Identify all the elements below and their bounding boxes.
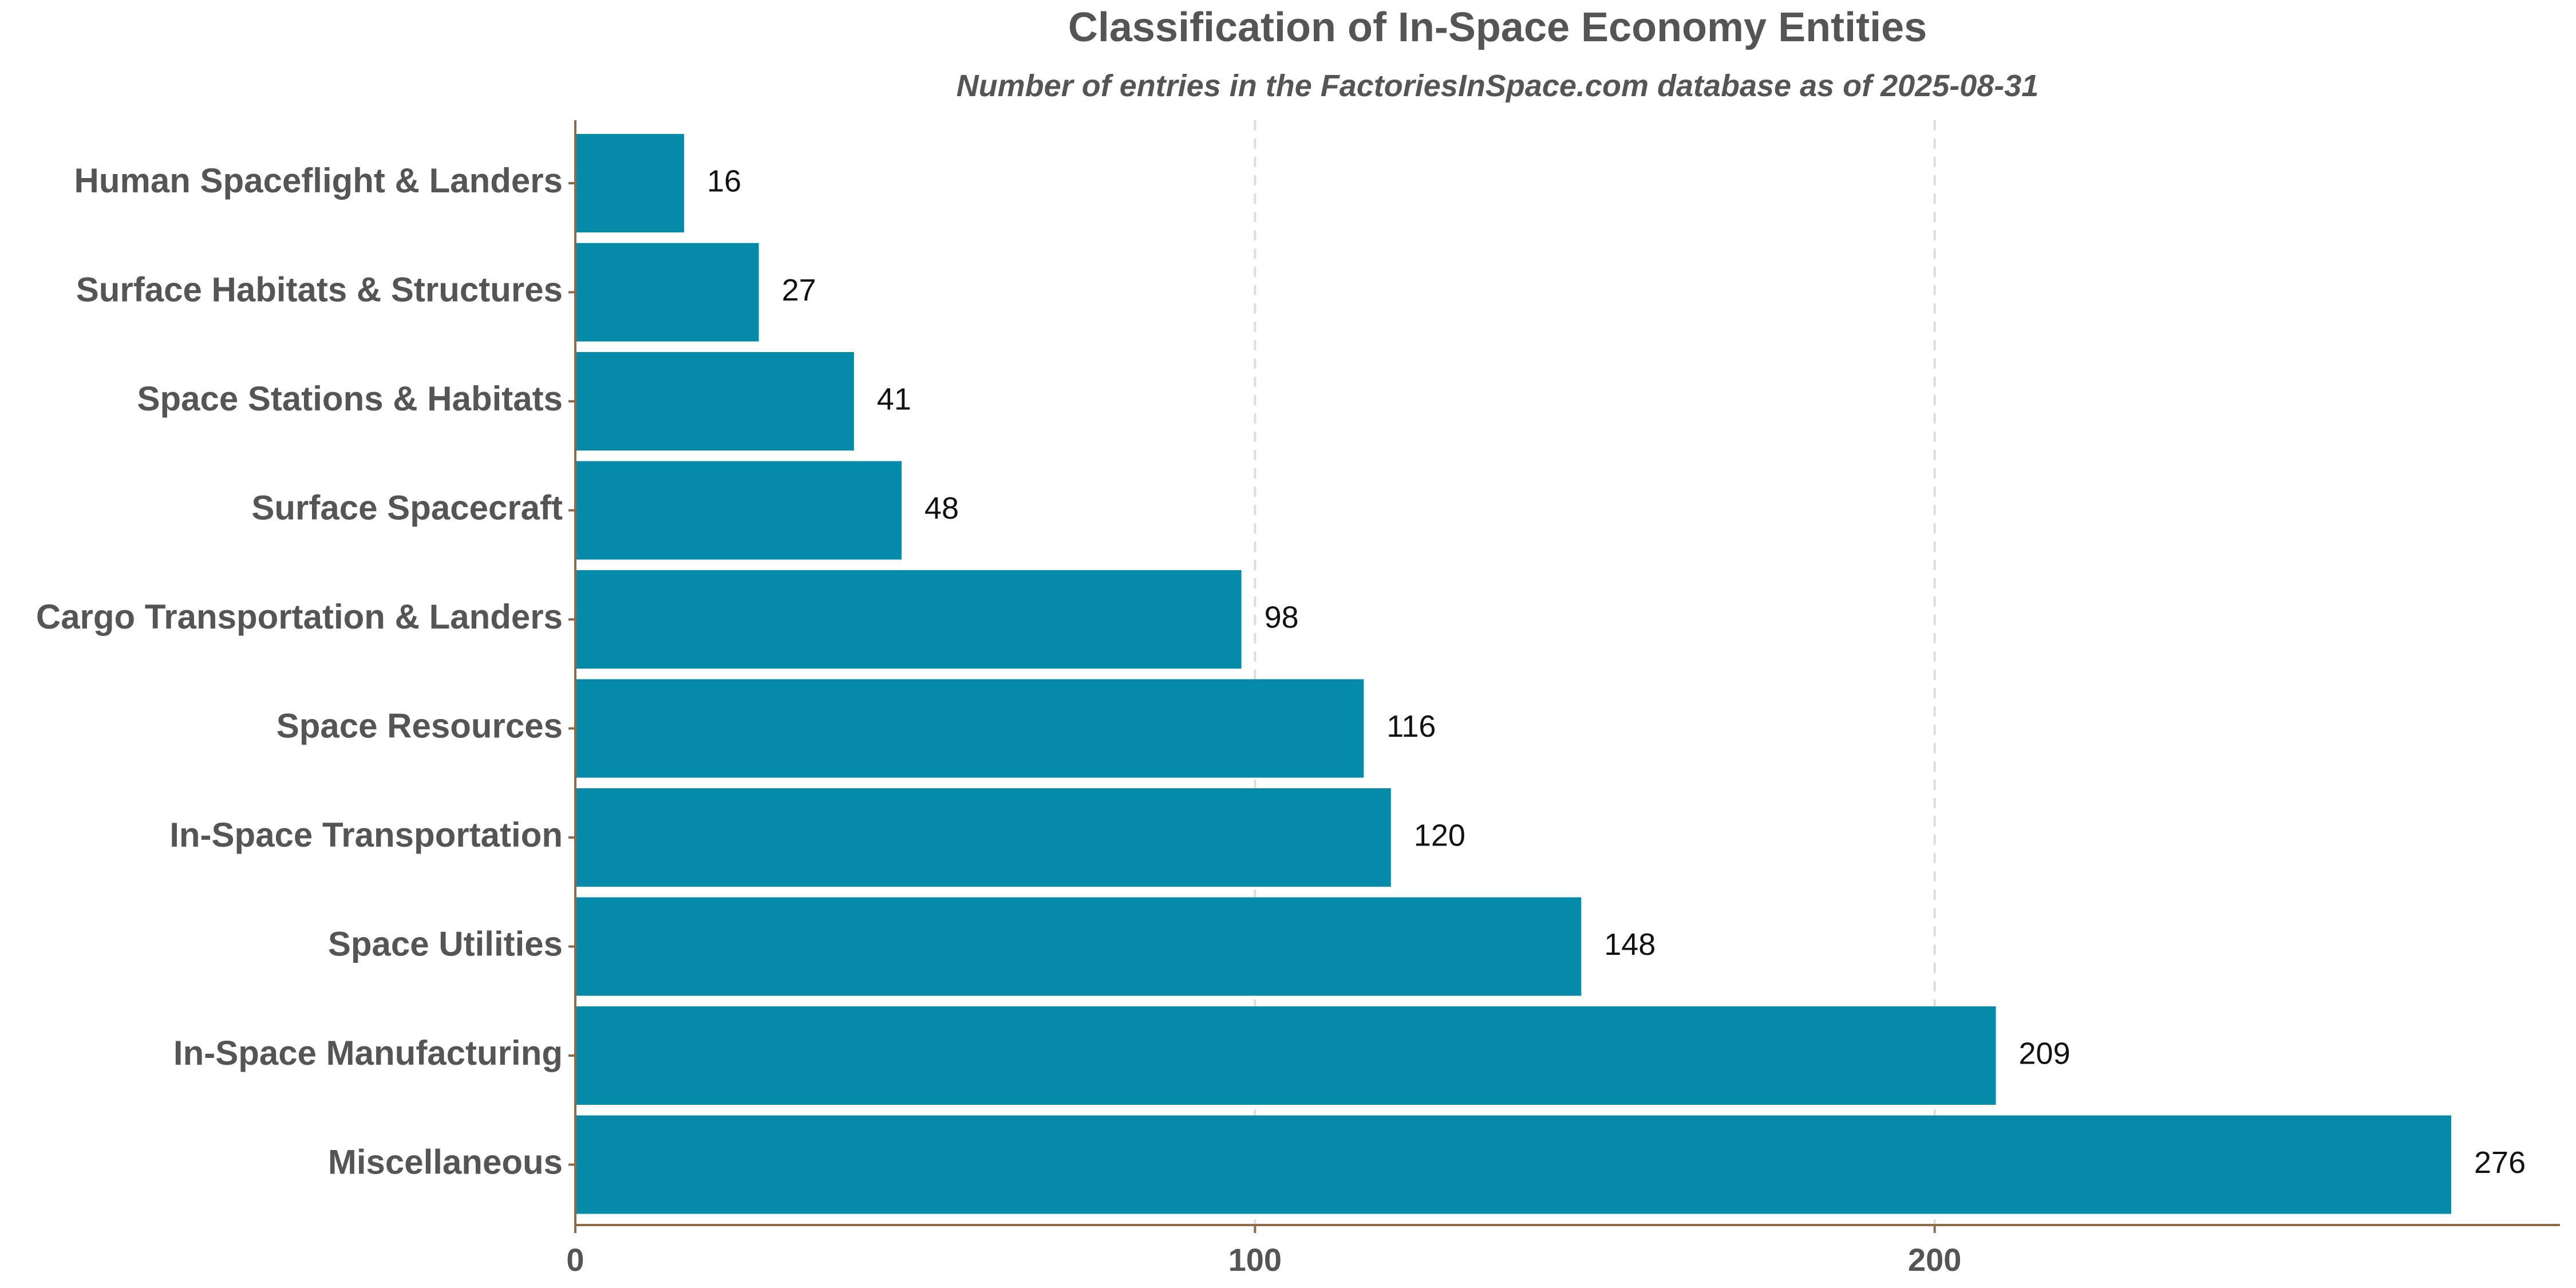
bar xyxy=(575,1006,1996,1105)
bar xyxy=(575,679,1364,778)
category-label: In-Space Manufacturing xyxy=(173,1034,563,1072)
data-label: 41 xyxy=(877,382,911,416)
axes: 0 100 200 xyxy=(566,120,2560,1278)
data-label: 16 xyxy=(707,164,741,198)
category-label: In-Space Transportation xyxy=(169,816,563,854)
category-label: Surface Habitats & Structures xyxy=(76,270,563,309)
chart-title: Classification of In-Space Economy Entit… xyxy=(1068,5,1927,50)
bar xyxy=(575,134,684,232)
data-label: 27 xyxy=(782,273,816,307)
x-tick-label: 0 xyxy=(566,1242,584,1278)
bar xyxy=(575,1115,2452,1214)
bar xyxy=(575,570,1242,669)
data-label: 98 xyxy=(1265,600,1299,634)
x-tick-label: 100 xyxy=(1228,1242,1282,1278)
data-labels: 16 27 41 48 98 116 120 148 209 276 xyxy=(707,164,2526,1180)
category-labels: Human Spaceflight & Landers Surface Habit… xyxy=(36,161,563,1182)
data-label: 48 xyxy=(924,491,959,526)
bars xyxy=(575,134,2452,1214)
bar xyxy=(575,461,902,560)
bar xyxy=(575,352,854,451)
category-label: Space Stations & Habitats xyxy=(137,380,563,418)
bar xyxy=(575,243,759,342)
bar xyxy=(575,788,1391,887)
category-label: Space Resources xyxy=(276,706,563,745)
bar xyxy=(575,897,1582,996)
category-label: Cargo Transportation & Landers xyxy=(36,598,563,636)
chart-subtitle: Number of entries in the FactoriesInSpac… xyxy=(957,69,2039,103)
data-label: 116 xyxy=(1386,709,1436,744)
data-label: 148 xyxy=(1604,927,1656,962)
category-label: Human Spaceflight & Landers xyxy=(74,161,563,200)
data-label: 120 xyxy=(1414,818,1465,852)
data-label: 209 xyxy=(2019,1036,2071,1070)
category-label: Space Utilities xyxy=(328,924,563,963)
x-tick-label: 200 xyxy=(1908,1242,1961,1278)
category-label: Miscellaneous xyxy=(328,1143,563,1181)
category-label: Surface Spacecraft xyxy=(251,488,563,527)
data-label: 276 xyxy=(2474,1145,2526,1180)
